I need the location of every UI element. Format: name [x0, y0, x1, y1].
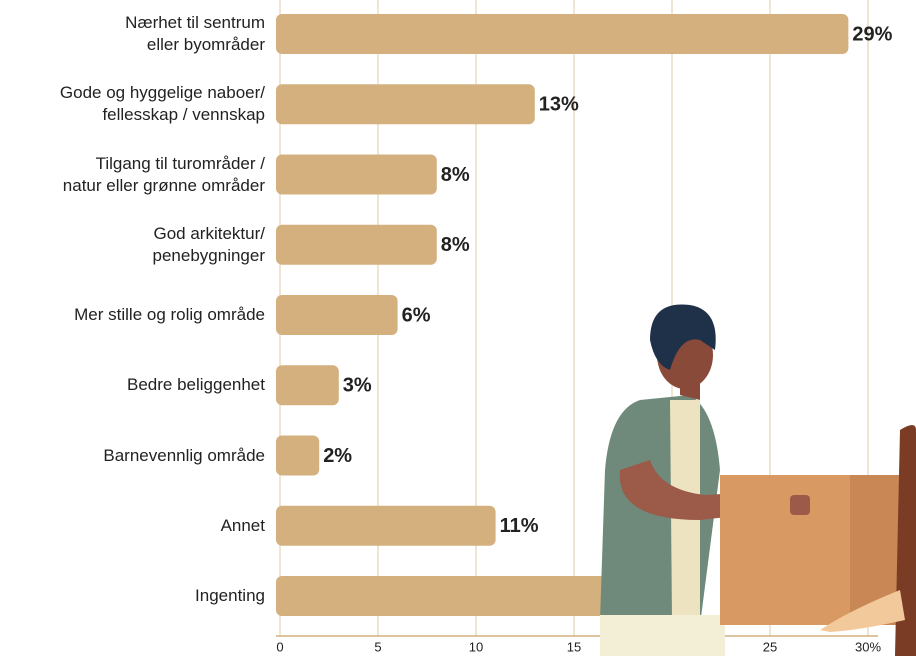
category-label: Nærhet til sentrum eller byområder [0, 12, 265, 56]
value-label: 3% [343, 375, 372, 397]
category-label: Tilgang til turområder / natur eller grø… [0, 153, 265, 197]
x-tick-label: 0 [276, 639, 283, 654]
chart: 051015202530%29%13%8%8%6%3%2%11%19% Nærh… [0, 0, 916, 656]
category-label: Bedre beliggenhet [0, 374, 265, 396]
bar [276, 155, 437, 195]
x-tick-label: 10 [469, 639, 483, 654]
category-label: Annet [0, 515, 265, 537]
value-label: 29% [852, 23, 892, 45]
value-label: 13% [539, 94, 579, 116]
category-label: Gode og hyggelige naboer/ fellesskap / v… [0, 82, 265, 126]
value-label: 2% [323, 445, 352, 467]
category-label: Barnevennlig område [0, 445, 265, 467]
category-label: Ingenting [0, 585, 265, 607]
x-tick-label: 25 [763, 639, 777, 654]
value-label: 6% [402, 304, 431, 326]
bar [276, 506, 496, 546]
bar [276, 14, 848, 54]
x-tick-label: 15 [567, 639, 581, 654]
bar [276, 365, 339, 405]
x-tick-label: 5 [374, 639, 381, 654]
bar [276, 225, 437, 265]
value-label: 8% [441, 164, 470, 186]
x-tick-label: 30% [855, 639, 881, 654]
bar [276, 295, 398, 335]
bar [276, 84, 535, 124]
bar [276, 576, 652, 616]
category-label: Mer stille og rolig område [0, 304, 265, 326]
bar [276, 436, 319, 476]
value-label: 8% [441, 234, 470, 256]
value-label: 11% [500, 515, 539, 537]
category-label: God arkitektur/ penebygninger [0, 223, 265, 267]
